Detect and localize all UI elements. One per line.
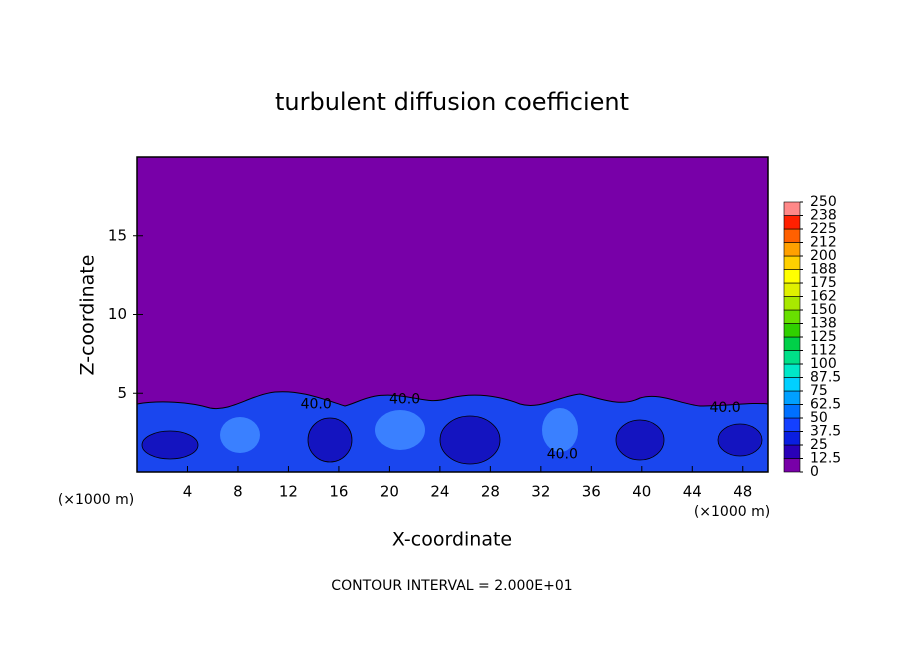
- colorbar-swatch: [783, 458, 801, 473]
- colorbar-swatch: [783, 228, 801, 243]
- colorbar-swatch: [783, 377, 801, 392]
- colorbar-swatch: [783, 336, 801, 351]
- colorbar-label: 188: [810, 262, 837, 278]
- eddy: [141, 430, 199, 460]
- eddy: [220, 417, 260, 453]
- y-tick-label: 5: [117, 384, 127, 402]
- colorbar-label: 125: [810, 329, 837, 345]
- colorbar-label: 162: [810, 289, 837, 305]
- colorbar-swatch: [783, 350, 801, 365]
- x-tick-label: 48: [733, 483, 752, 501]
- x-tick-label: 28: [481, 483, 500, 501]
- colorbar-swatch: [783, 390, 801, 405]
- x-tick-label: 40: [632, 483, 651, 501]
- colorbar-label: 25: [810, 437, 828, 453]
- colorbar-swatch: [783, 309, 801, 324]
- chart-title: turbulent diffusion coefficient: [275, 88, 629, 116]
- colorbar-label: 87.5: [810, 370, 841, 386]
- colorbar-label: 150: [810, 302, 837, 318]
- colorbar-label: 225: [810, 221, 837, 237]
- contour-label: 40.0: [301, 396, 332, 412]
- colorbar-label: 238: [810, 208, 837, 224]
- colorbar-label: 200: [810, 248, 837, 264]
- y-tick-label: 15: [108, 226, 127, 244]
- colorbar-swatch: [783, 242, 801, 257]
- contour-label: 40.0: [710, 400, 741, 416]
- x-unit: (×1000 m): [694, 504, 770, 520]
- colorbar-label: 175: [810, 275, 837, 291]
- eddy: [307, 417, 353, 463]
- y-unit: (×1000 m): [58, 492, 134, 508]
- colorbar-swatch: [783, 323, 801, 338]
- colorbar-label: 100: [810, 356, 837, 372]
- colorbar-label: 112: [810, 343, 837, 359]
- colorbar-label: 0: [810, 464, 819, 480]
- x-tick-label: 32: [531, 483, 550, 501]
- colorbar-swatch: [783, 417, 801, 432]
- eddy: [717, 423, 763, 457]
- eddy: [375, 410, 425, 450]
- x-axis-label: X-coordinate: [392, 529, 512, 551]
- colorbar-swatch: [783, 215, 801, 230]
- x-tick-label: 16: [329, 483, 348, 501]
- colorbar-label: 62.5: [810, 397, 841, 413]
- colorbar-label: 50: [810, 410, 828, 426]
- colorbar-swatch: [783, 431, 801, 446]
- colorbar-swatch: [783, 201, 801, 216]
- colorbar-swatch: [783, 296, 801, 311]
- colorbar-swatch: [783, 255, 801, 270]
- colorbar-label: 37.5: [810, 424, 841, 440]
- x-tick-label: 4: [183, 483, 193, 501]
- colorbar-label: 12.5: [810, 451, 841, 467]
- colorbar-label: 75: [810, 383, 828, 399]
- colorbar-swatch: [783, 269, 801, 284]
- colorbar-swatch: [783, 404, 801, 419]
- colorbar-label: 138: [810, 316, 837, 332]
- eddy: [542, 408, 578, 452]
- x-tick-label: 20: [380, 483, 399, 501]
- contour-label: 40.0: [389, 392, 420, 408]
- footer: CONTOUR INTERVAL = 2.000E+01: [331, 578, 572, 594]
- colorbar-swatch: [783, 363, 801, 378]
- eddy: [439, 415, 501, 465]
- y-axis-label: Z-coordinate: [77, 255, 99, 376]
- colorbar-swatch: [783, 282, 801, 297]
- x-tick-label: 12: [279, 483, 298, 501]
- colorbar-label: 250: [810, 194, 837, 210]
- eddy: [615, 419, 665, 461]
- colorbar-swatch: [783, 444, 801, 459]
- contour-label: 40.0: [547, 447, 578, 463]
- field: [136, 157, 769, 473]
- colorbar-label: 212: [810, 235, 837, 251]
- y-tick-label: 10: [108, 305, 127, 323]
- x-tick-label: 8: [233, 483, 243, 501]
- x-tick-label: 24: [430, 483, 449, 501]
- x-tick-label: 44: [683, 483, 702, 501]
- x-tick-label: 36: [582, 483, 601, 501]
